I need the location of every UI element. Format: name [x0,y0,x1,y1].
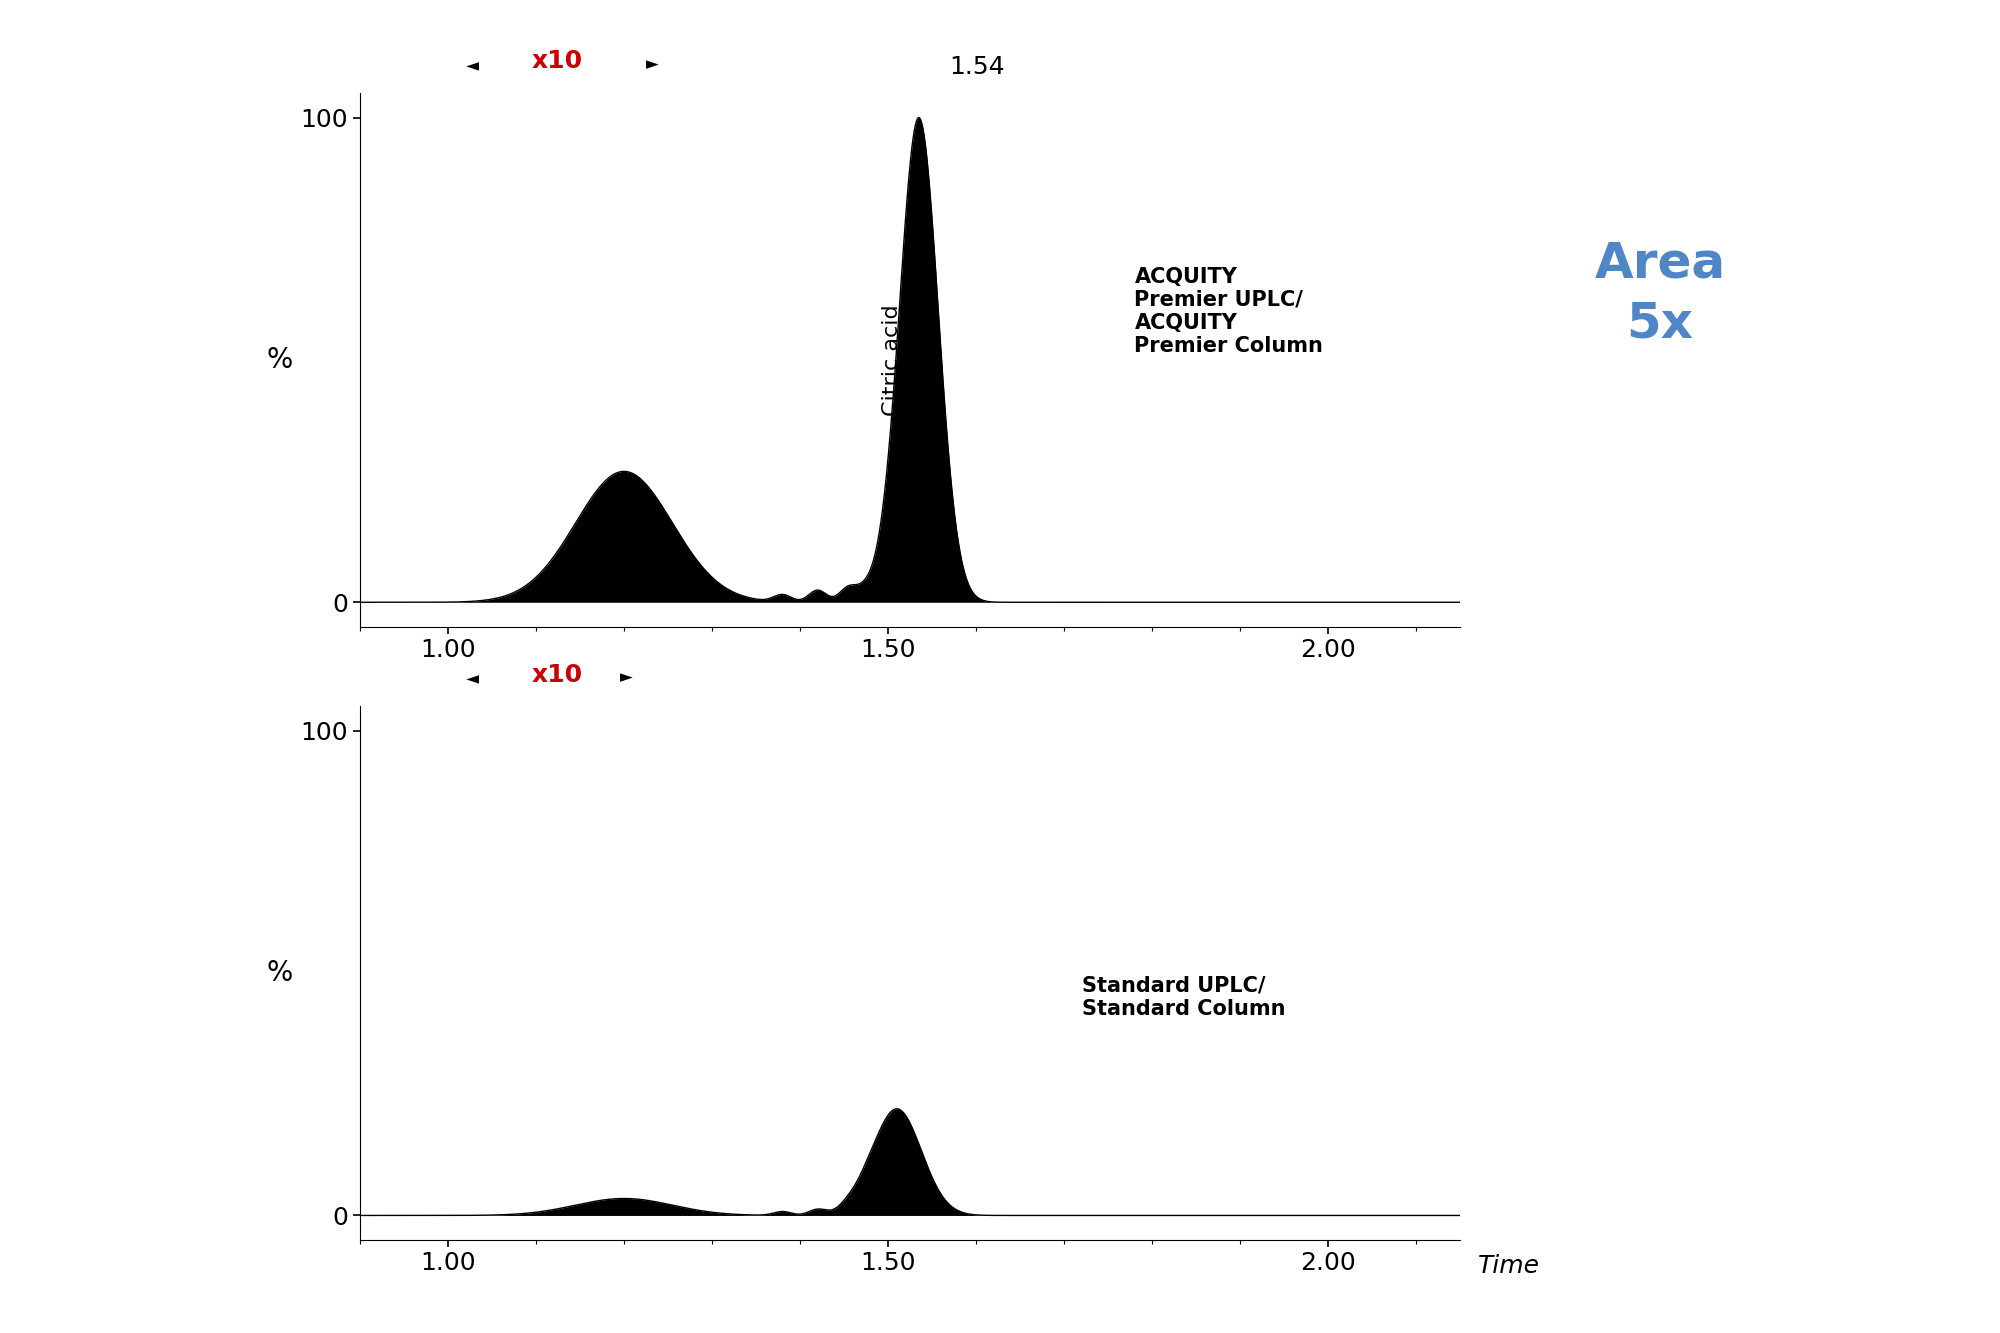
Text: ACQUITY
Premier UPLC/
ACQUITY
Premier Column: ACQUITY Premier UPLC/ ACQUITY Premier Co… [1134,267,1324,356]
Text: Standard UPLC/
Standard Column: Standard UPLC/ Standard Column [1082,976,1286,1018]
Text: ►: ► [466,56,478,73]
Text: Area
5x: Area 5x [1594,240,1726,348]
Text: 1.54: 1.54 [950,55,1006,79]
Y-axis label: %: % [266,958,292,988]
Y-axis label: %: % [266,345,292,375]
Text: ►: ► [620,669,632,686]
Text: ►: ► [466,669,478,686]
Text: Time: Time [1478,1254,1540,1278]
Text: x10: x10 [532,49,582,73]
Text: Citric acid: Citric acid [882,304,902,416]
Text: x10: x10 [532,663,582,686]
Text: ►: ► [646,56,658,73]
